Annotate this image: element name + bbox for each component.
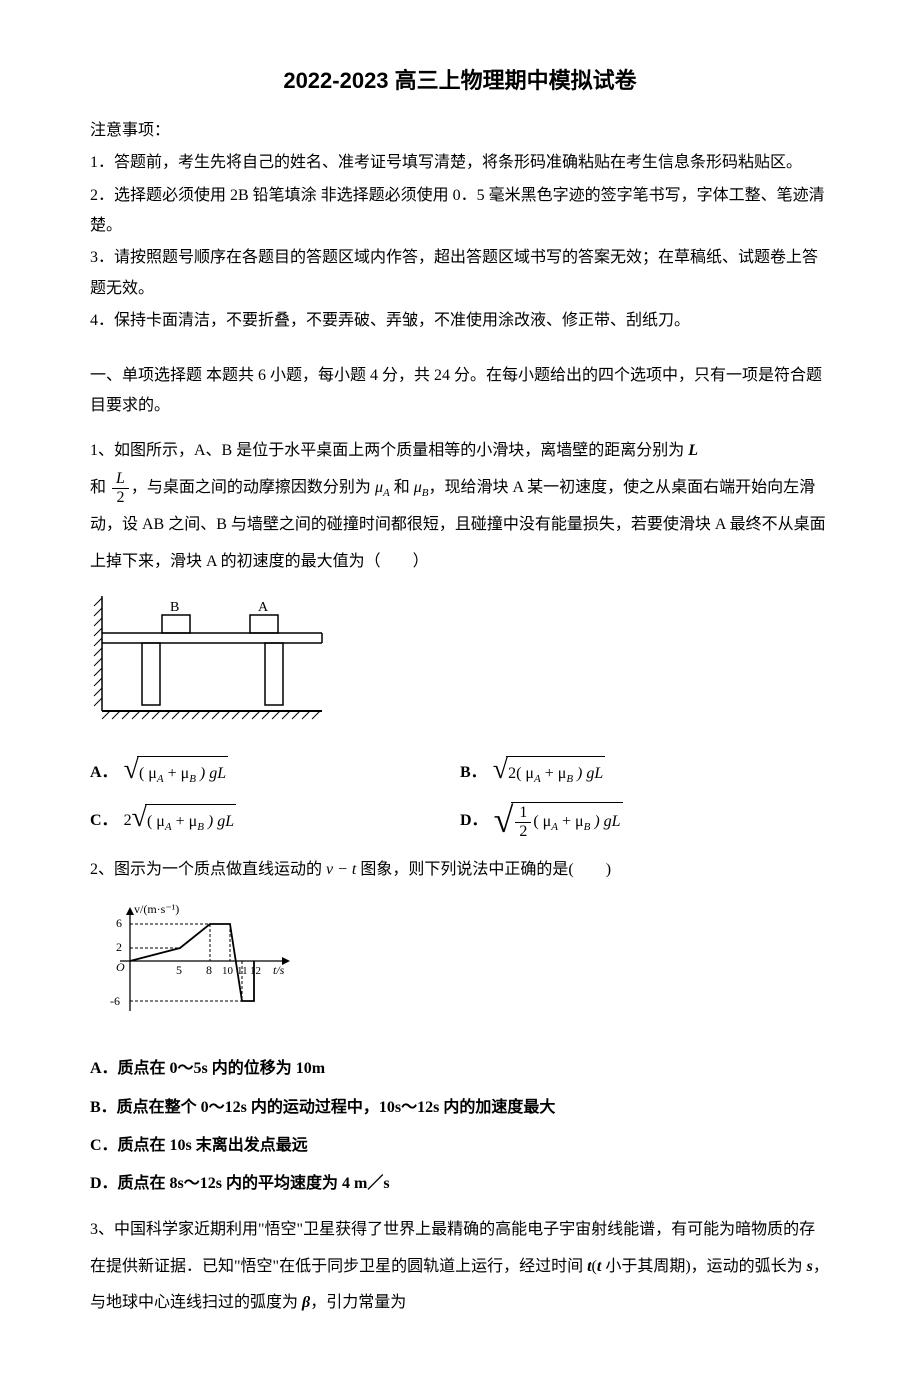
- q2-prefix: 2、图示为一个质点做直线运动的: [90, 861, 326, 878]
- question-1-text: 1、如图所示，A、B 是位于水平桌面上两个质量相等的小滑块，离墙壁的距离分别为 …: [90, 433, 830, 580]
- q1-options-row1: A． √ ( μA + μB ) gL B． √ 2( μA + μB ) gL: [90, 756, 830, 790]
- q2-option-C: C．质点在 10s 末离出发点最远: [90, 1131, 830, 1161]
- question-1: 1、如图所示，A、B 是位于水平桌面上两个质量相等的小滑块，离墙壁的距离分别为 …: [90, 433, 830, 840]
- q1-muB: μ: [414, 479, 422, 496]
- q2-suffix: 图象，则下列说法中正确的是( ): [356, 861, 611, 878]
- q2-chart: v/(m·s⁻¹) 6 2 O -6 5 8 10 11 12 t/s: [90, 901, 830, 1042]
- q1-frac-den: 2: [116, 489, 124, 506]
- q2-vt: v − t: [326, 861, 356, 878]
- svg-text:-6: -6: [110, 994, 120, 1008]
- svg-text:5: 5: [176, 963, 182, 977]
- q1-figure: B A: [90, 593, 830, 744]
- svg-text:O: O: [116, 960, 125, 974]
- q1-optD-label: D．: [460, 806, 488, 836]
- q1-mid3: 和: [390, 479, 414, 496]
- notice-item-1: 1．答题前，考生先将自己的姓名、准考证号填写清楚，将条形码准确粘贴在考生信息条形…: [90, 148, 830, 178]
- q1-mid2: ，与桌面之间的动摩擦因数分别为: [131, 479, 375, 496]
- q1-optC-label: C．: [90, 806, 118, 836]
- q1-option-C: C． 2 √ ( μA + μB ) gL: [90, 802, 460, 840]
- notice-item-2: 2．选择题必须使用 2B 铅笔填涂 非选择题必须使用 0．5 毫米黑色字迹的签字…: [90, 181, 830, 242]
- q1-options-row2: C． 2 √ ( μA + μB ) gL D． √ 12 ( μA + μB …: [90, 802, 830, 840]
- question-2-text: 2、图示为一个质点做直线运动的 v − t 图象，则下列说法中正确的是( ): [90, 852, 830, 889]
- q2-option-B: B．质点在整个 0～12s 内的运动过程中，10s～12s 内的加速度最大: [90, 1093, 830, 1123]
- q1-prefix: 1、如图所示，A、B 是位于水平桌面上两个质量相等的小滑块，离墙壁的距离分别为: [90, 442, 688, 459]
- q1-option-A: A． √ ( μA + μB ) gL: [90, 756, 460, 790]
- svg-text:10: 10: [222, 965, 234, 977]
- q1-frac: L2: [112, 471, 129, 506]
- block-A-label: A: [258, 600, 269, 615]
- q1-muA: μ: [375, 479, 383, 496]
- q1-optC-coef: 2: [124, 806, 132, 836]
- q1-L: L: [688, 442, 698, 459]
- svg-text:t/s: t/s: [273, 963, 285, 977]
- q1-optB-expr: √ 2( μA + μB ) gL: [493, 756, 606, 790]
- notice-header: 注意事项：: [90, 116, 830, 146]
- question-3: 3、中国科学家近期利用"悟空"卫星获得了世界上最精确的高能电子宇宙射线能谱，有可…: [90, 1212, 830, 1322]
- q3-mid3: ，引力常量为: [310, 1294, 406, 1311]
- q1-option-B: B． √ 2( μA + μB ) gL: [460, 756, 830, 790]
- q1-optB-label: B．: [460, 758, 487, 788]
- q1-subA: A: [383, 487, 390, 499]
- question-2: 2、图示为一个质点做直线运动的 v − t 图象，则下列说法中正确的是( ) v…: [90, 852, 830, 1200]
- block-B-label: B: [170, 600, 179, 615]
- q1-optD-expr: √ 12 ( μA + μB ) gL: [494, 802, 623, 840]
- svg-text:8: 8: [206, 963, 212, 977]
- q1-option-D: D． √ 12 ( μA + μB ) gL: [460, 802, 830, 840]
- q2-option-D: D．质点在 8s～12s 内的平均速度为 4 m／s: [90, 1169, 830, 1199]
- svg-text:v/(m·s⁻¹): v/(m·s⁻¹): [134, 902, 179, 916]
- q1-optC-expr: √ ( μA + μB ) gL: [132, 804, 237, 838]
- q1-mid1: 和: [90, 479, 110, 496]
- q3-mid: 小于其周期)，运动的弧长为: [601, 1258, 806, 1275]
- wall-hatch: [94, 598, 102, 706]
- notice-item-4: 4．保持卡面清洁，不要折叠，不要弄破、弄皱，不准使用涂改液、修正带、刮纸刀。: [90, 306, 830, 336]
- q1-optA-expr: √ ( μA + μB ) gL: [124, 756, 229, 790]
- q3-beta: β: [302, 1294, 310, 1311]
- q2-option-A: A．质点在 0～5s 内的位移为 10m: [90, 1054, 830, 1084]
- svg-text:6: 6: [116, 916, 122, 930]
- notice-item-3: 3．请按照题号顺序在各题目的答题区域内作答，超出答题区域书写的答案无效；在草稿纸…: [90, 243, 830, 304]
- exam-title: 2022-2023 高三上物理期中模拟试卷: [90, 60, 830, 102]
- svg-text:2: 2: [116, 940, 122, 954]
- q1-optA-label: A．: [90, 758, 118, 788]
- q1-frac-num: L: [112, 471, 129, 489]
- section-1-header: 一、单项选择题 本题共 6 小题，每小题 4 分，共 24 分。在每小题给出的四…: [90, 361, 830, 422]
- svg-text:12: 12: [250, 965, 261, 977]
- question-3-text: 3、中国科学家近期利用"悟空"卫星获得了世界上最精确的高能电子宇宙射线能谱，有可…: [90, 1212, 830, 1322]
